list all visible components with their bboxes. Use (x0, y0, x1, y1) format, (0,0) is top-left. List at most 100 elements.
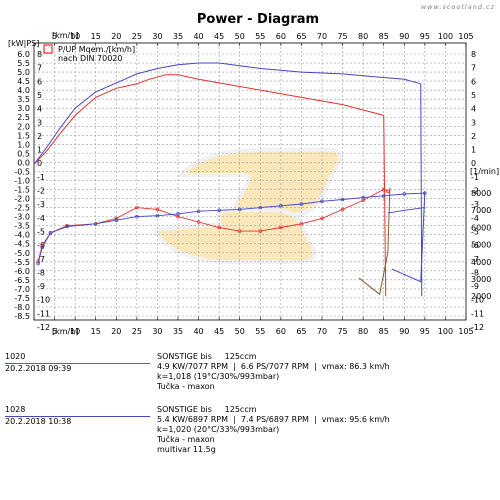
legend-symbol (43, 44, 53, 54)
rpm-point-1028 (40, 245, 44, 250)
left-y-tick-label: 0.0 (17, 158, 30, 167)
left-y-tick-label: 1.0 (17, 140, 30, 149)
legend-note-line-1: P/UP Mqem./[km/h] (58, 45, 135, 54)
left-y-tick-label: -7.5 (14, 294, 30, 303)
left-y-tick-label: -5.0 (14, 249, 30, 258)
top-x-tick-label: 10 (70, 32, 80, 41)
run-info-line: SONSTIGE bis 125ccm (157, 352, 257, 361)
rpm-tick-label: 3000 (471, 275, 491, 284)
run-date: 20.2.2018 10:38 (5, 417, 72, 426)
inner-left-ps-tick-label: 1 (37, 146, 42, 155)
inner-left-ps-tick-label: -9 (37, 282, 45, 291)
rpm-point-1028 (176, 212, 180, 216)
power-curve-1020 (33, 74, 384, 165)
right-ps-tick-label: 7 (471, 64, 476, 73)
left-y-tick-label: 4.0 (17, 86, 30, 95)
run-info-line: 4.9 KW/7077 RPM | 6.6 PS/7077 RPM | vmax… (157, 362, 390, 371)
inner-left-ps-tick-label: -10 (37, 296, 50, 305)
rpm-tail-1028 (387, 207, 425, 214)
runs-legend: 1020 20.2.2018 09:39 SONSTIGE bis 125ccm 4.… (0, 352, 500, 492)
plot-frame (33, 42, 467, 321)
bottom-x-tick-label: 90 (399, 327, 409, 336)
right-ps-tick-label: 4 (471, 105, 476, 114)
top-x-tick-label: 70 (317, 32, 327, 41)
rpm-point-1028 (279, 204, 283, 208)
run-date: 20.2.2018 09:39 (5, 364, 72, 373)
chart-title: Power - Diagram (197, 12, 319, 27)
rpm-curve-1028 (37, 192, 425, 264)
left-axis-unit: [kW|PS] (8, 39, 39, 48)
run-info-line: Tučka - maxon (157, 382, 215, 391)
inner-left-ps-tick-label: -2 (37, 187, 45, 196)
top-x-tick-label: 45 (214, 32, 224, 41)
inner-left-ps-tick-label: -1 (37, 173, 45, 182)
left-y-tick-label: 5.5 (17, 59, 30, 68)
rpm-point-1028 (196, 209, 201, 213)
bottom-x-tick-label: 100 (438, 327, 453, 336)
right-ps-tick-label: -7 (471, 255, 479, 264)
right-ps-tick-label: -4 (471, 214, 479, 223)
right-ps-tick-label: -6 (471, 241, 479, 250)
left-y-tick-label: 2.0 (17, 122, 30, 131)
rpm-point-1028 (65, 224, 69, 229)
left-y-tick-label: -2.5 (14, 204, 30, 213)
bottom-x-tick-label: 15 (91, 327, 101, 336)
top-x-tick-label: 60 (276, 32, 286, 41)
left-y-tick-label: -2.0 (14, 195, 30, 204)
top-x-tick-label: 15 (91, 32, 101, 41)
inner-left-ps-tick-label: -8 (37, 268, 45, 277)
bottom-x-tick-label: 40 (193, 327, 203, 336)
rpm-tick-label: 2000 (471, 292, 491, 301)
bottom-x-tick-label: 45 (214, 327, 224, 336)
left-y-tick-label: -1.0 (14, 176, 30, 185)
right-ps-tick-label: -5 (471, 227, 479, 236)
rpm-point-1028 (155, 213, 160, 218)
top-x-tick-label: 55 (255, 32, 265, 41)
left-y-tick-label: -8.5 (14, 312, 30, 321)
inner-left-ps-tick-label: 8 (37, 50, 42, 59)
rpm-point-1028 (135, 214, 139, 219)
rpm-point-1020 (381, 187, 386, 192)
rpm-point-1028 (361, 195, 365, 200)
bottom-x-tick-label: 50 (235, 327, 245, 336)
rundown-trace-1028 (391, 191, 426, 283)
run-info-line: Tučka - maxon (157, 435, 215, 444)
left-y-tick-label: -7.0 (14, 285, 30, 294)
bottom-x-tick-label: 35 (173, 327, 183, 336)
left-y-tick-label: -6.0 (14, 267, 30, 276)
rpm-point-1020 (320, 216, 324, 221)
left-y-tick-label: 0.5 (17, 149, 30, 158)
grid (34, 43, 466, 320)
right-ps-tick-label: -9 (471, 282, 479, 291)
top-x-tick-label: 75 (337, 32, 347, 41)
left-y-tick-label: 1.5 (17, 131, 30, 140)
top-x-tick-label: 5 (52, 32, 57, 41)
top-x-tick-label: 80 (358, 32, 368, 41)
run-info-line: 5.4 KW/6897 RPM | 7.4 PS/6897 RPM | vmax… (157, 415, 390, 424)
right-ps-tick-label: -3 (471, 200, 479, 209)
top-x-tick-label: 100 (438, 32, 453, 41)
axes: 5510101515202025253030353540404545505055… (14, 32, 491, 336)
series-layer (33, 62, 427, 297)
run-id: 1028 (5, 405, 26, 414)
bottom-x-tick-label: 95 (420, 327, 430, 336)
right-ps-tick-label: 1 (471, 146, 476, 155)
rpm-point-1028 (36, 261, 40, 266)
left-y-tick-label: -8.0 (14, 303, 30, 312)
inner-left-ps-tick-label: 3 (37, 118, 42, 127)
top-x-tick-label: 90 (399, 32, 409, 41)
rpm-point-1028 (299, 202, 304, 206)
bottom-x-tick-label: 75 (337, 327, 347, 336)
rpm-point-1020 (340, 207, 345, 212)
top-x-tick-label: 20 (111, 32, 121, 41)
right-ps-tick-label: -2 (471, 187, 479, 196)
bottom-x-tick-label: 85 (379, 327, 389, 336)
top-x-tick-label: 105 (458, 32, 473, 41)
rpm-point-1020 (386, 189, 390, 194)
top-x-tick-label: 65 (296, 32, 306, 41)
run-info-line: multivar 11.5g (157, 445, 216, 454)
rpm-point-1028 (258, 205, 263, 210)
left-y-tick-label: -3.0 (14, 213, 30, 222)
rpm-point-1020 (279, 225, 283, 230)
left-y-tick-label: -0.5 (14, 167, 30, 176)
